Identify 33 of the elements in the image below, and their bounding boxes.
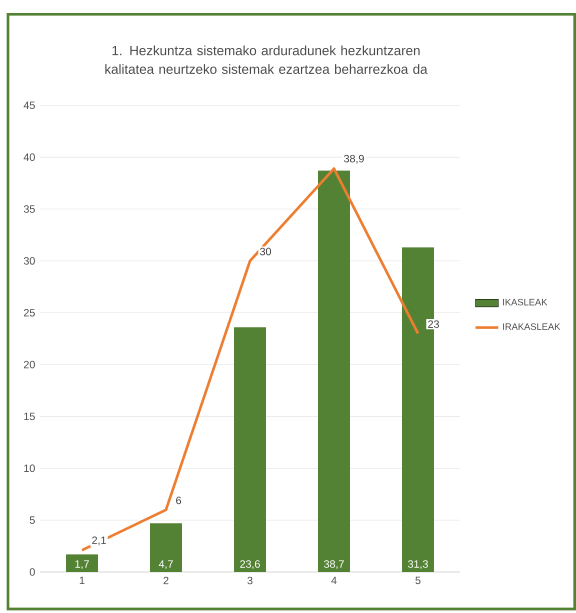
bar <box>150 523 182 572</box>
x-tick-label: 3 <box>247 576 252 584</box>
y-tick-label: 0 <box>30 568 35 576</box>
legend-label: IKASLEAK <box>503 298 548 306</box>
legend-label: IRAKASLEAK <box>503 323 560 330</box>
bar <box>234 327 266 572</box>
x-tick-label: 5 <box>415 576 421 584</box>
chart-title: 1. Hezkuntza sistemako arduradunek hezkuntzaren kalitatea neurtzeko sistemak ezartzea beharrezkoa da <box>105 45 428 74</box>
y-tick-label: 35 <box>24 205 35 213</box>
data-label: 38,7 <box>324 560 344 570</box>
x-tick-label: 1 <box>80 576 84 584</box>
y-tick-label: 10 <box>24 464 35 472</box>
line-series <box>80 167 420 552</box>
y-tick-label: 40 <box>24 153 35 161</box>
data-label: 6 <box>176 496 182 504</box>
y-tick-label: 30 <box>24 257 35 265</box>
data-label: 23,6 <box>240 560 260 570</box>
y-tick-label: 45 <box>24 102 35 110</box>
data-label: 1,7 <box>75 560 89 570</box>
x-tick-label: 4 <box>331 576 337 584</box>
data-label: 23 <box>428 320 439 328</box>
data-label: 38,9 <box>344 154 364 164</box>
y-tick-label: 15 <box>24 412 35 420</box>
y-tick-label: 25 <box>24 308 35 317</box>
data-label: 30 <box>260 248 272 256</box>
data-label: 31,3 <box>408 560 428 570</box>
bar <box>66 554 98 572</box>
x-tick-label: 2 <box>164 576 168 584</box>
y-tick-label: 5 <box>30 516 35 524</box>
data-label: 2,1 <box>92 536 106 546</box>
data-label: 4,7 <box>158 560 173 570</box>
bar <box>318 170 350 572</box>
y-tick-label: 20 <box>24 360 35 368</box>
